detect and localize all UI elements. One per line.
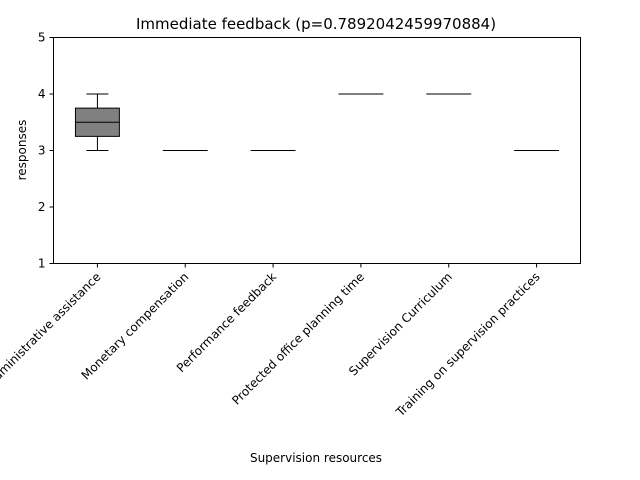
plot-frame [53, 37, 581, 264]
x-tick-label: Supervision Curriculum [346, 270, 455, 379]
plot-area [74, 93, 560, 152]
x-axis-label: Supervision resources [250, 451, 382, 465]
y-tick-label: 5 [38, 31, 46, 45]
chart-title: Immediate feedback (p=0.7892042459970884… [136, 15, 496, 33]
x-tick-label: Performance feedback [174, 270, 279, 375]
y-tick-label: 2 [38, 200, 46, 214]
y-axis-ticks: 1 2 3 4 5 [38, 31, 54, 271]
x-tick-label: Training on supervision practices [393, 270, 543, 420]
y-tick-label: 1 [38, 257, 46, 271]
y-tick-label: 3 [38, 144, 46, 158]
y-axis-label: responses [15, 120, 29, 181]
y-tick-label: 4 [38, 87, 46, 101]
